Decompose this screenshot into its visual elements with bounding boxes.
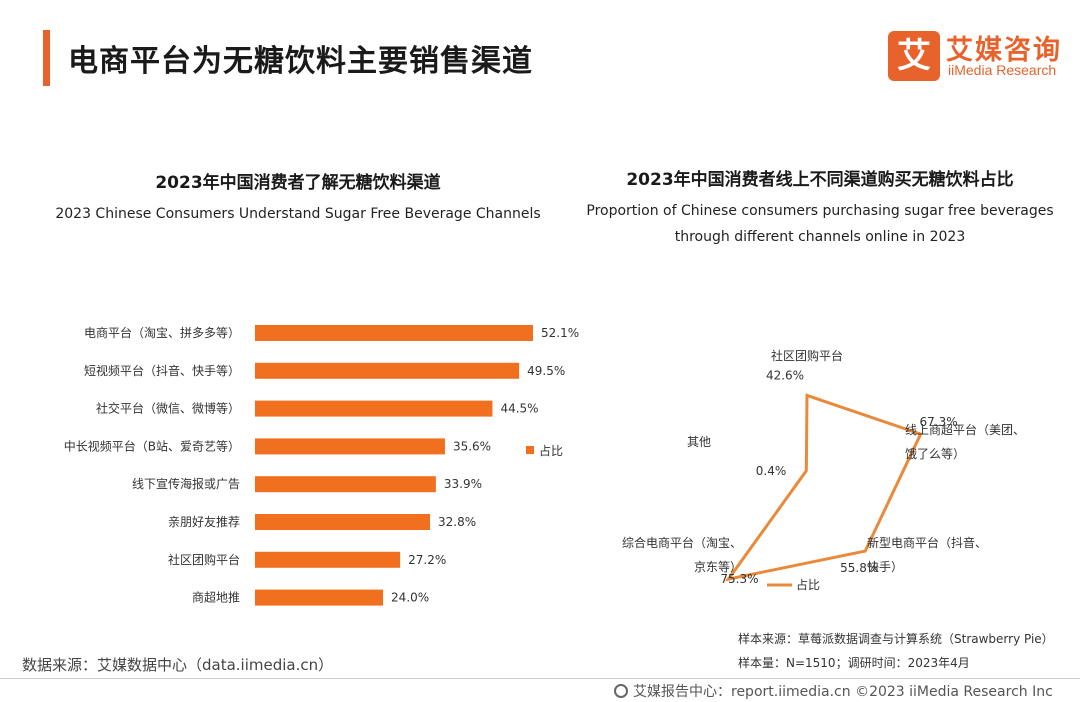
category-label: 社区团购平台 — [168, 552, 240, 567]
left-chart-subtitle: 2023 Chinese Consumers Understand Sugar … — [55, 206, 541, 222]
data-label: 32.8% — [438, 515, 476, 529]
radar-value-label: 75.3% — [720, 572, 758, 586]
data-label: 49.5% — [527, 364, 565, 378]
left-chart-title: 2023年中国消费者了解无糖饮料渠道 — [155, 173, 441, 193]
brand-name-en: iiMedia Research — [948, 62, 1057, 78]
title-accent-bar — [43, 30, 50, 86]
radar-axis-label: 线上商超平台（美团、饿了么等） — [905, 422, 1025, 461]
bar — [255, 438, 445, 455]
brand-name-cn: 艾媒咨询 — [946, 35, 1062, 66]
data-label: 33.9% — [444, 477, 482, 491]
footer-divider — [0, 678, 1080, 679]
radar-axis-label-line: 社区团购平台 — [771, 348, 843, 363]
legend-label: 占比 — [796, 577, 820, 592]
sample-size: 样本量：N=1510；调研时间：2023年4月 — [738, 656, 970, 670]
category-label: 线下宣传海报或广告 — [132, 476, 240, 491]
bar — [255, 589, 384, 606]
radar-axis-label: 新型电商平台（抖音、快手） — [867, 535, 987, 574]
data-label: 52.1% — [541, 326, 579, 340]
radar-value-label: 42.6% — [766, 368, 804, 382]
online-purchase-radar-chart: 42.6% 67.3% 55.8% 75.3% 0.4% 社区团购平台线上商超平台（美团、… — [622, 348, 1025, 592]
bar — [255, 551, 401, 568]
left-chart-header: 2023年中国消费者了解无糖饮料渠道 2023 Chinese Consumer… — [0, 168, 596, 227]
radar-axis-label: 其他 — [687, 435, 711, 449]
right-chart-subtitle-line-1: Proportion of Chinese consumers purchasi… — [586, 203, 1054, 219]
radar-series-line — [724, 393, 923, 582]
radar-axis-label-line: 饿了么等） — [905, 447, 965, 461]
right-chart-title: 2023年中国消费者线上不同渠道购买无糖饮料占比 — [626, 170, 1014, 190]
radar-value-label: 67.3% — [920, 415, 958, 429]
radar-value-label: 0.4% — [756, 464, 787, 478]
data-label: 27.2% — [408, 553, 446, 567]
radar-axis-label-line: 快手） — [867, 560, 903, 574]
data-label: 24.0% — [391, 591, 429, 605]
radar-axis-label-line: 新型电商平台（抖音、 — [867, 535, 987, 550]
data-label: 44.5% — [500, 402, 538, 416]
brand-logo-icon: 艾 — [888, 31, 940, 81]
bar — [255, 362, 520, 379]
radar-value-label: 55.8% — [840, 561, 878, 575]
page-title: 电商平台为无糖饮料主要销售渠道 — [68, 44, 533, 79]
right-chart-subtitle-line-2: through different channels online in 202… — [674, 229, 966, 245]
right-chart-header: 2023年中国消费者线上不同渠道购买无糖饮料占比 Proportion of C… — [560, 165, 1080, 250]
category-label: 商超地推 — [192, 590, 240, 605]
globe-icon — [614, 684, 628, 698]
category-label: 中长视频平台（B站、爱奇艺等） — [64, 438, 240, 453]
category-label: 短视频平台（抖音、快手等） — [84, 363, 240, 378]
bar — [255, 325, 533, 341]
bar — [255, 514, 431, 530]
legend-label: 占比 — [539, 443, 563, 458]
channel-awareness-bar-chart: 电商平台（淘宝、拼多多等） 52.1% 短视频平台（抖音、快手等） 49.5% 社交平台… — [64, 325, 579, 606]
radar-axis-label-line: 其他 — [687, 435, 711, 449]
radar-axis-label: 综合电商平台（淘宝、京东等） — [622, 535, 742, 574]
data-source: 数据来源：艾媒数据中心（data.iimedia.cn） — [22, 656, 334, 674]
radar-axis-label-line: 综合电商平台（淘宝、 — [622, 535, 742, 550]
sample-source: 样本来源：草莓派数据调查与计算系统（Strawberry Pie） — [738, 632, 1054, 646]
legend-swatch — [526, 446, 534, 454]
footer-report-center: 艾媒报告中心：report.iimedia.cn ©2023 iiMedia R… — [614, 681, 1053, 701]
bar — [255, 476, 436, 493]
data-label: 35.6% — [453, 439, 491, 453]
category-label: 电商平台（淘宝、拼多多等） — [84, 325, 240, 340]
bar — [255, 400, 493, 417]
category-label: 社交平台（微信、微博等） — [96, 401, 240, 416]
category-label: 亲朋好友推荐 — [168, 515, 240, 529]
radar-axis-label-line: 线上商超平台（美团、 — [905, 422, 1025, 437]
radar-axis-label-line: 京东等） — [694, 560, 742, 574]
radar-axis-label: 社区团购平台 — [771, 348, 843, 363]
footer-text: 艾媒报告中心：report.iimedia.cn ©2023 iiMedia R… — [633, 684, 1053, 700]
